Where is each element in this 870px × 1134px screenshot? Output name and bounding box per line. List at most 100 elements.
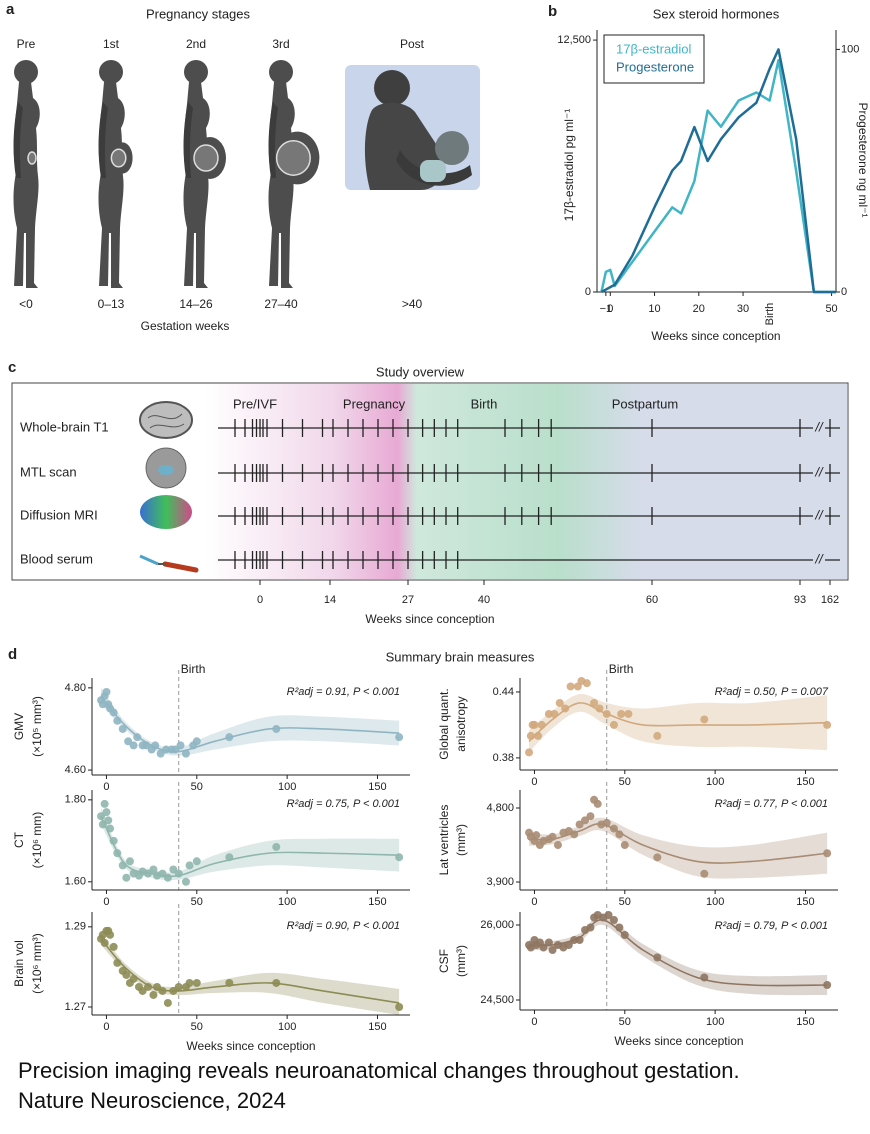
data-point bbox=[609, 720, 618, 729]
data-point bbox=[615, 923, 624, 932]
x-tick-label: 0 bbox=[103, 896, 109, 908]
legend-entry: 17β-estradiol bbox=[616, 41, 692, 56]
data-point bbox=[97, 812, 106, 821]
data-point bbox=[525, 748, 534, 757]
data-point bbox=[106, 930, 115, 939]
x-axis-label: Weeks since conception bbox=[365, 612, 494, 626]
data-point bbox=[151, 741, 160, 750]
data-point bbox=[149, 990, 158, 999]
x-tick-label: 0 bbox=[607, 303, 613, 315]
data-point bbox=[700, 869, 709, 878]
x-tick-label: 0 bbox=[531, 1016, 537, 1028]
legend-entry: Progesterone bbox=[616, 59, 694, 74]
x-tick-label: 100 bbox=[278, 896, 296, 908]
y-tick-label: 1.27 bbox=[65, 1001, 86, 1013]
data-point bbox=[526, 731, 535, 740]
y-axis-label: GMV bbox=[12, 713, 26, 740]
x-tick-label: 150 bbox=[796, 776, 814, 788]
data-point bbox=[169, 865, 178, 874]
panel-label: b bbox=[548, 3, 557, 20]
silhouette bbox=[98, 60, 133, 288]
panel-title: Pregnancy stages bbox=[146, 6, 251, 21]
x-tick-label: 50 bbox=[191, 896, 203, 908]
x-tick-label: 50 bbox=[619, 1016, 631, 1028]
phase-label: Birth bbox=[471, 396, 498, 411]
fit-annotation: R²adj = 0.77, P < 0.001 bbox=[715, 798, 828, 810]
y-axis-label: CSF bbox=[437, 949, 451, 973]
series-line bbox=[600, 48, 836, 294]
birth-label: Birth bbox=[609, 662, 634, 676]
fit-annotation: R²adj = 0.50, P = 0.007 bbox=[715, 686, 829, 698]
data-point bbox=[225, 853, 234, 862]
data-point bbox=[109, 836, 118, 845]
x-tick-label: 100 bbox=[706, 1016, 724, 1028]
data-point bbox=[581, 816, 590, 825]
x-tick-label: 0 bbox=[257, 594, 263, 606]
stage-weeks: >40 bbox=[402, 297, 423, 311]
data-point bbox=[192, 857, 201, 866]
y-tick-label: 1.60 bbox=[65, 876, 86, 888]
data-point bbox=[395, 853, 404, 862]
caption-line: Precision imaging reveals neuroanatomica… bbox=[18, 1058, 740, 1083]
data-point bbox=[544, 938, 553, 947]
data-point bbox=[550, 709, 559, 718]
panel-label: c bbox=[8, 359, 16, 376]
y2-tick-label: 0 bbox=[841, 286, 847, 298]
y2-axis-label: Progesterone ng ml⁻¹ bbox=[856, 102, 870, 217]
data-point bbox=[185, 978, 194, 987]
fit-annotation: R²adj = 0.90, P < 0.001 bbox=[287, 920, 400, 932]
confidence-band bbox=[101, 808, 400, 881]
phase-label: Postpartum bbox=[612, 396, 678, 411]
x-tick-label: 150 bbox=[368, 896, 386, 908]
data-point bbox=[586, 812, 595, 821]
fit-line bbox=[100, 695, 400, 753]
data-point bbox=[149, 865, 158, 874]
silhouette bbox=[13, 60, 40, 288]
stages: Pre <0 1st 0–13 2nd 14–26 3rd 27–40 Post >40 bbox=[13, 37, 425, 311]
timeline: Pre/IVF Pregnancy Birth Postpartum Whole-bra… bbox=[20, 396, 840, 626]
y-tick-label: 1.29 bbox=[65, 921, 86, 933]
data-point bbox=[537, 720, 546, 729]
x-tick-label: 150 bbox=[368, 1021, 386, 1033]
row-label: Blood serum bbox=[20, 551, 93, 566]
y-axis-label: (mm³) bbox=[454, 945, 468, 977]
x-axis-label: Weeks since conception bbox=[614, 1034, 743, 1048]
data-point bbox=[272, 978, 281, 987]
stage-name: Post bbox=[400, 37, 425, 51]
data-point bbox=[109, 708, 118, 717]
y-tick-label: 12,500 bbox=[557, 34, 591, 46]
data-point bbox=[555, 698, 564, 707]
axis-break bbox=[813, 465, 825, 481]
data-point bbox=[100, 799, 109, 808]
stage-name: 1st bbox=[103, 37, 120, 51]
data-point bbox=[158, 869, 167, 878]
data-point bbox=[163, 873, 172, 882]
data-point bbox=[144, 869, 153, 878]
data-point bbox=[163, 998, 172, 1007]
data-point bbox=[620, 931, 629, 939]
data-point bbox=[181, 877, 190, 886]
y-axis-label: (×10⁶ mm³) bbox=[30, 933, 44, 994]
x-tick-label: 150 bbox=[796, 1016, 814, 1028]
x-tick-label: 50 bbox=[191, 781, 203, 793]
x-axis-label: Gestation weeks bbox=[141, 319, 230, 333]
phase-background bbox=[205, 384, 847, 579]
y-axis-label: (×10⁶ mm) bbox=[30, 812, 44, 869]
data-point bbox=[225, 733, 234, 742]
panel-label: d bbox=[8, 646, 17, 663]
x-tick-label: 50 bbox=[825, 303, 837, 315]
data-point bbox=[590, 698, 599, 707]
data-point bbox=[700, 715, 709, 724]
data-point bbox=[102, 687, 111, 696]
fit-line bbox=[100, 938, 400, 1004]
data-point bbox=[133, 733, 142, 742]
data-point bbox=[142, 741, 151, 750]
x-tick-label: 40 bbox=[478, 594, 490, 606]
y-tick-label: 24,500 bbox=[480, 994, 514, 1006]
data-point bbox=[106, 824, 115, 833]
y-tick-label: 4.60 bbox=[65, 764, 86, 776]
data-point bbox=[548, 946, 557, 954]
data-point bbox=[534, 731, 543, 740]
data-point bbox=[602, 818, 611, 827]
